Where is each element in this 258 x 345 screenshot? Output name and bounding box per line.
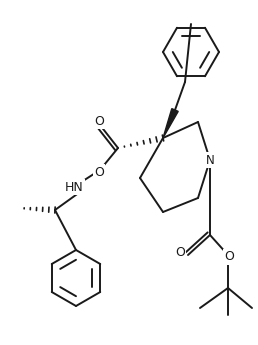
Text: O: O	[94, 166, 104, 178]
Text: N: N	[206, 154, 214, 167]
Text: O: O	[175, 246, 185, 259]
Text: O: O	[224, 250, 234, 264]
Text: O: O	[94, 115, 104, 128]
Polygon shape	[163, 109, 178, 138]
Text: HN: HN	[64, 180, 83, 194]
